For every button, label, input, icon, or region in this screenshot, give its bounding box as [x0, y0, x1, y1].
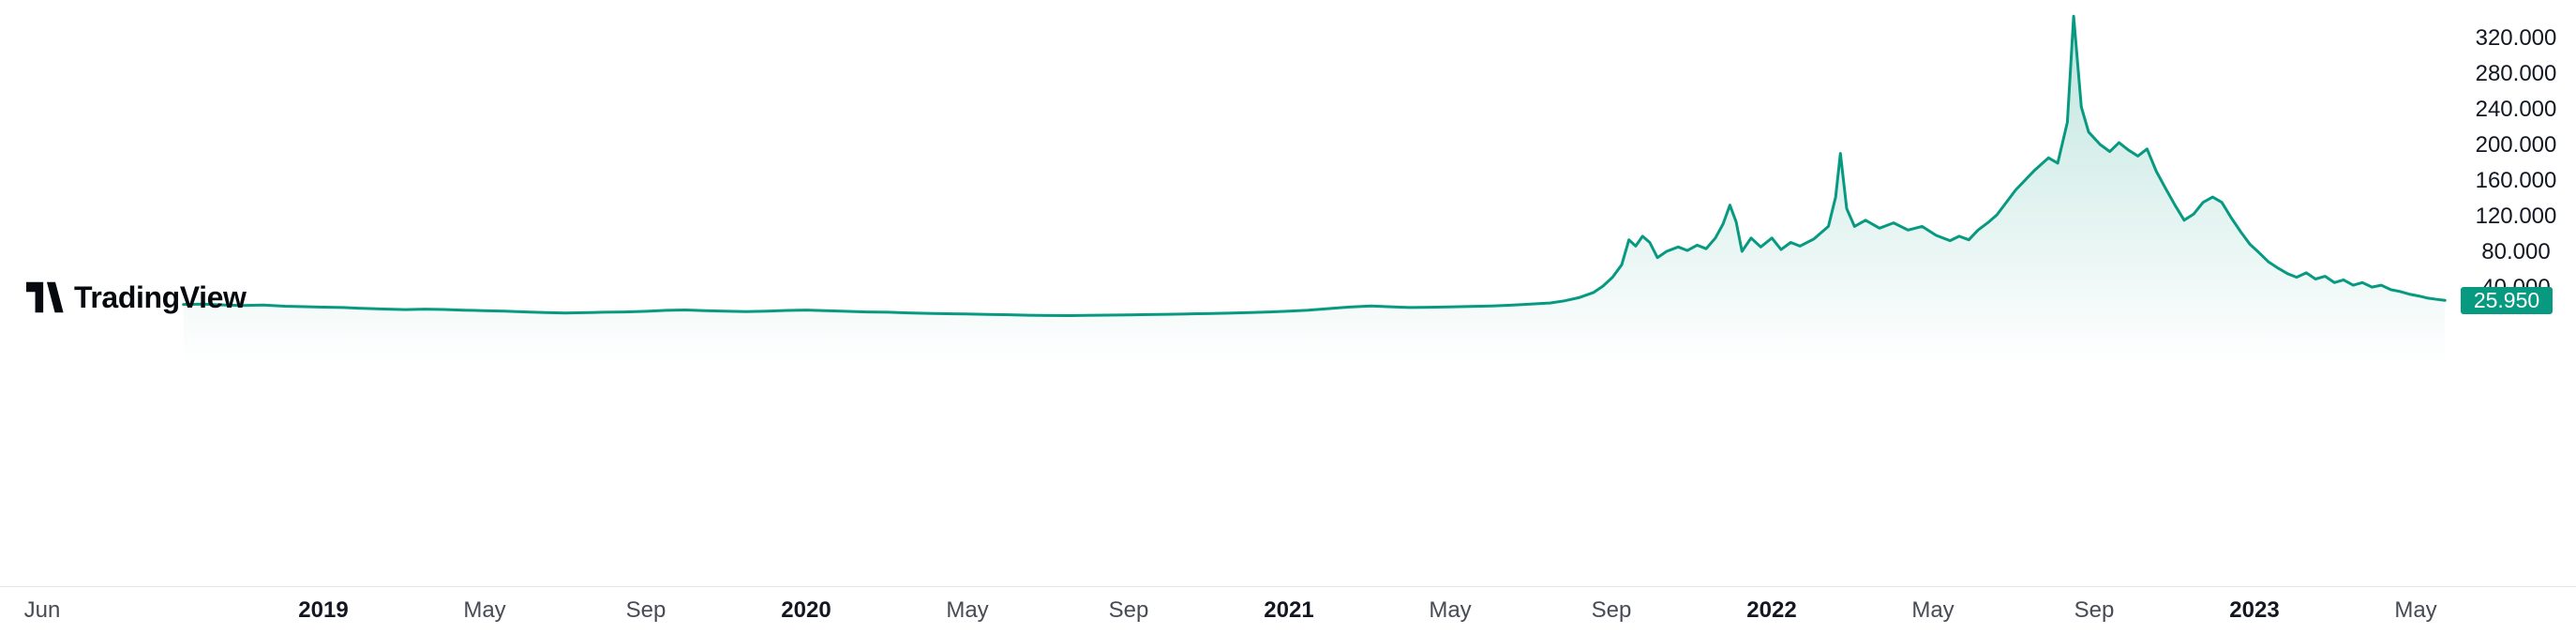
price-axis-label: 80.000 [2481, 239, 2551, 264]
time-axis-label: May [2394, 597, 2437, 623]
time-axis-label: 2020 [781, 597, 831, 623]
time-axis-label: 2022 [1746, 597, 1797, 623]
time-axis-label: Sep [1591, 597, 1632, 623]
time-axis-label: May [946, 597, 989, 623]
price-line [182, 14, 2447, 317]
time-axis-label: May [1429, 597, 1472, 623]
price-axis-label: 120.000 [2475, 204, 2557, 229]
tradingview-logo-icon [26, 281, 64, 313]
price-area-fill [183, 16, 2446, 587]
price-axis-label: 240.000 [2475, 97, 2557, 122]
time-axis-label: 2019 [298, 597, 349, 623]
price-axis-label: 280.000 [2475, 61, 2557, 86]
time-axis-label: Sep [2074, 597, 2115, 623]
time-axis-label: 2023 [2229, 597, 2280, 623]
price-axis-label: 320.000 [2475, 25, 2557, 51]
time-axis-border [0, 586, 2576, 587]
last-price-badge: 25.950 [2461, 287, 2553, 314]
time-axis-label: Sep [1108, 597, 1149, 623]
tradingview-logo-text: TradingView [74, 280, 247, 314]
time-axis-label: May [463, 597, 506, 623]
price-axis-label: 200.000 [2475, 132, 2557, 158]
price-axis-label: 160.000 [2475, 168, 2557, 193]
time-axis-label: May [1911, 597, 1954, 623]
time-axis[interactable]: Jun 2019 May Sep 2020 May Sep 2021 May Sep 2022 May… [0, 587, 2576, 634]
time-axis-label: Sep [625, 597, 666, 623]
time-axis-label: 2021 [1264, 597, 1314, 623]
chart-pane[interactable] [0, 0, 2456, 587]
tradingview-logo[interactable]: TradingView [26, 281, 247, 313]
time-axis-label: Jun [23, 597, 61, 623]
